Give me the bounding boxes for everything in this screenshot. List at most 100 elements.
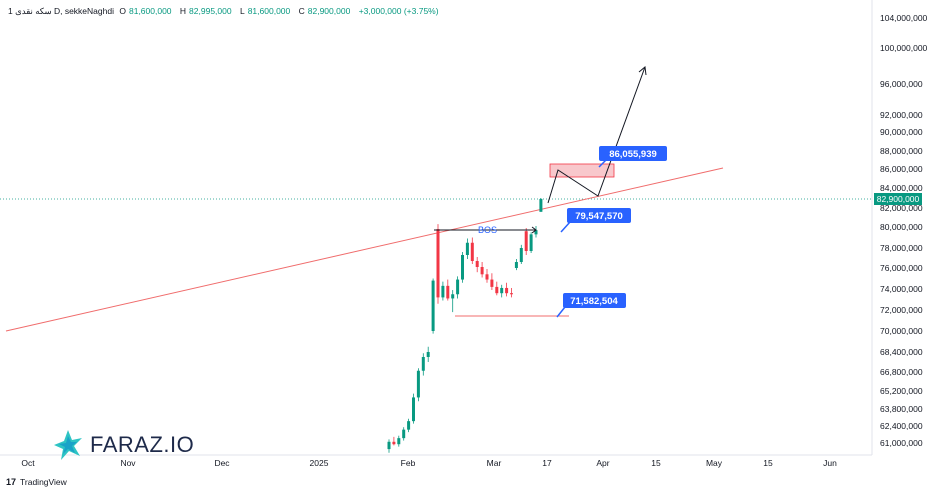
candle-body[interactable] (441, 285, 445, 298)
y-tick-label: 96,000,000 (880, 79, 923, 89)
y-tick-label: 61,000,000 (880, 438, 923, 448)
x-tick-label: May (706, 458, 723, 468)
trend-line[interactable] (5, 167, 724, 332)
candle-body[interactable] (436, 229, 440, 298)
candle-body[interactable] (426, 352, 430, 357)
tradingview-logo-icon: 17 (6, 477, 17, 487)
x-tick-label: Oct (21, 458, 35, 468)
candle-body[interactable] (465, 242, 469, 255)
close-label: C (298, 6, 305, 16)
y-axis-ticks: 104,000,000 100,000,000 96,000,000 92,000,0… (880, 13, 928, 448)
last-price-tag-box (874, 193, 922, 205)
candle-body[interactable] (470, 242, 474, 261)
y-tick-label: 68,400,000 (880, 347, 923, 357)
y-tick-label: 84,000,000 (880, 183, 923, 193)
candle-body[interactable] (490, 279, 494, 287)
low-value: 81,600,000 (247, 6, 291, 16)
candle-body[interactable] (475, 261, 479, 267)
candle-body[interactable] (480, 267, 484, 275)
candle-body[interactable] (539, 199, 543, 212)
tradingview-label: TradingView (20, 477, 67, 487)
callout-high-text: 86,055,939 (609, 149, 657, 160)
x-tick-label: Mar (487, 458, 502, 468)
x-tick-label: Nov (120, 458, 136, 468)
candle-body[interactable] (529, 234, 533, 251)
candle-body[interactable] (495, 286, 499, 294)
candle-body[interactable] (421, 357, 425, 371)
candle-body[interactable] (412, 397, 415, 422)
callout-high-box (599, 146, 667, 161)
projection-arrowhead (638, 66, 647, 76)
y-tick-label: 92,000,000 (880, 110, 923, 120)
y-tick-label: 74,000,000 (880, 284, 923, 294)
y-tick-label: 65,200,000 (880, 386, 923, 396)
y-tick-label: 66,800,000 (880, 367, 923, 377)
x-tick-label: Apr (596, 458, 609, 468)
candle-body[interactable] (456, 279, 460, 295)
callout-low-text: 71,582,504 (570, 296, 618, 307)
y-tick-label: 72,000,000 (880, 305, 923, 315)
candle-body[interactable] (392, 441, 396, 445)
open-value: 81,600,000 (128, 6, 172, 16)
x-tick-label: 2025 (310, 458, 329, 468)
tradingview-footer[interactable]: 17 TradingView (6, 477, 67, 487)
high-label: H (179, 6, 187, 16)
callout-low[interactable]: 71,582,504 (556, 293, 626, 318)
candle-body[interactable] (387, 441, 391, 450)
callout-mid[interactable]: 79,547,570 (560, 208, 631, 233)
callout-high[interactable]: 86,055,939 (598, 146, 667, 168)
candle-body[interactable] (505, 287, 509, 294)
open-label: O (119, 6, 126, 16)
x-tick-label: 15 (651, 458, 661, 468)
callout-mid-pointer (560, 221, 571, 233)
high-value: 82,995,000 (189, 6, 232, 16)
supply-zone[interactable] (549, 163, 615, 178)
y-tick-label: 86,000,000 (880, 164, 923, 174)
projection-path[interactable] (547, 66, 646, 204)
y-tick-label: 90,000,000 (880, 127, 923, 137)
x-tick-label: Dec (214, 458, 230, 468)
low-label: L (239, 6, 245, 16)
candle-body[interactable] (485, 274, 489, 280)
y-tick-label: 63,800,000 (880, 404, 923, 414)
candles (387, 198, 543, 453)
x-tick-label: Feb (401, 458, 416, 468)
candle-body[interactable] (461, 255, 464, 280)
x-tick-label: Jun (823, 458, 837, 468)
candle-body[interactable] (446, 285, 450, 299)
change-value: +3,000,000 (+3.75%) (358, 6, 439, 16)
candle-body[interactable] (510, 293, 513, 295)
x-tick-label: 15 (763, 458, 773, 468)
y-tick-label: 104,000,000 (880, 13, 928, 23)
y-tick-label: 78,000,000 (880, 243, 923, 253)
logo-text: FARAZ.IO (90, 432, 195, 457)
candle-body[interactable] (416, 370, 420, 398)
candle-body[interactable] (524, 231, 528, 251)
callout-low-pointer (556, 306, 566, 318)
candle-body[interactable] (500, 287, 504, 294)
bos-arrowhead (531, 226, 537, 234)
candle-body[interactable] (514, 262, 518, 268)
candle-body[interactable] (407, 421, 411, 430)
bos-label: BOS (478, 225, 497, 235)
y-tick-label: 80,000,000 (880, 222, 923, 232)
candle-body[interactable] (534, 230, 538, 235)
faraz-logo: FARAZ.IO (52, 428, 194, 462)
y-tick-label: 100,000,000 (880, 43, 928, 53)
callout-mid-text: 79,547,570 (575, 211, 623, 222)
candle-body[interactable] (431, 280, 435, 331)
candle-body[interactable] (451, 294, 455, 299)
symbol-name[interactable]: 1 سکه نقدی D, sekkeNaghdi (8, 6, 114, 16)
close-value: 82,900,000 (307, 6, 351, 16)
candle-body[interactable] (519, 248, 523, 262)
y-tick-label: 70,000,000 (880, 326, 923, 336)
candle-body[interactable] (397, 438, 401, 445)
y-tick-label: 76,000,000 (880, 263, 923, 273)
candle-body[interactable] (402, 429, 406, 439)
y-tick-label: 82,000,000 (880, 203, 923, 213)
y-tick-label: 62,400,000 (880, 421, 923, 431)
callout-mid-box (567, 208, 631, 223)
x-axis-ticks: Oct Nov Dec 2025 Feb Mar 17 Apr 15 May 15 Jun (21, 458, 837, 468)
